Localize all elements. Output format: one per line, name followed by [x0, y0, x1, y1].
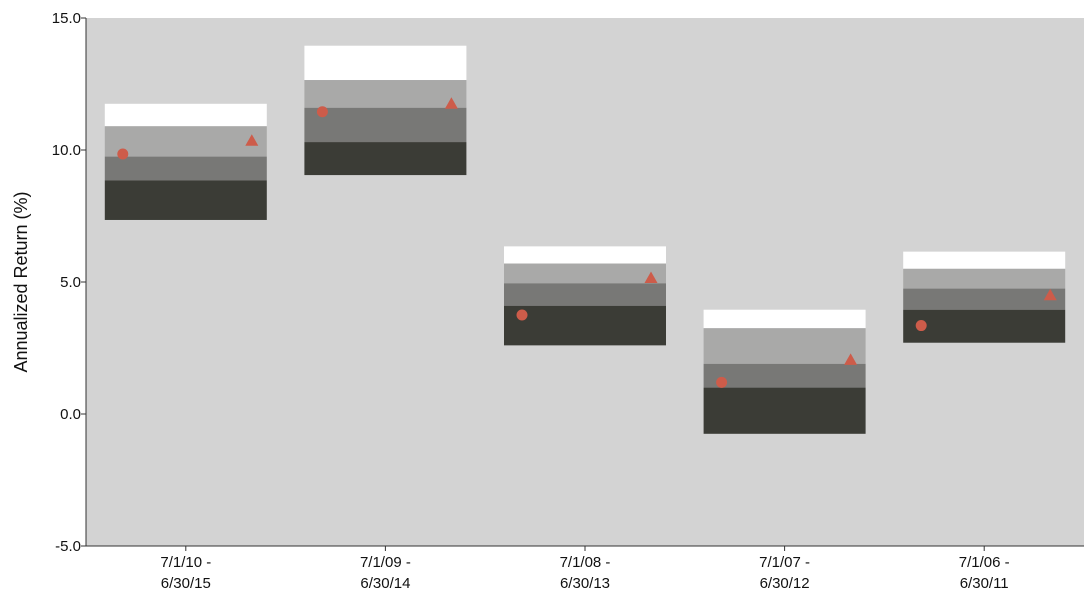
band-lower-mid-3 — [504, 283, 666, 306]
x-tick-label: 7/1/10 - 6/30/15 — [160, 554, 211, 592]
y-axis-title: Annualized Return (%) — [11, 191, 31, 372]
triangle-marker-4 — [844, 353, 858, 365]
x-tick-label-line: 6/30/14 — [360, 575, 410, 592]
bars-layer — [104, 45, 1066, 434]
x-tick-label: 7/1/07 - 6/30/12 — [759, 554, 810, 592]
triangle-marker-1 — [245, 134, 259, 146]
y-axis: 15.0 10.0 5.0 0.0 -5.0 — [52, 10, 1084, 555]
x-tick-label-line: 7/1/09 - — [360, 554, 411, 571]
band-bottom-3 — [504, 305, 666, 346]
band-top-1 — [104, 103, 267, 127]
band-top-5 — [903, 251, 1066, 269]
x-tick-label-line: 7/1/10 - — [160, 554, 211, 571]
x-tick-label-line: 6/30/12 — [760, 575, 810, 592]
x-tick-label-line: 6/30/15 — [161, 575, 211, 592]
circle-marker-2 — [316, 106, 328, 118]
band-upper-mid-3 — [504, 263, 666, 284]
band-lower-mid-2 — [304, 107, 467, 143]
band-upper-mid-2 — [304, 80, 467, 108]
band-bottom-1 — [104, 180, 267, 220]
circle-marker-3 — [516, 309, 528, 321]
y-tick-label: 0.0 — [60, 406, 81, 423]
band-top-4 — [703, 309, 866, 329]
band-upper-mid-5 — [903, 268, 1066, 289]
band-lower-mid-4 — [703, 363, 866, 388]
circle-marker-1 — [117, 148, 129, 160]
markers-layer — [117, 97, 1057, 388]
band-bottom-4 — [703, 387, 866, 434]
band-top-3 — [504, 246, 666, 264]
band-top-2 — [304, 45, 467, 81]
x-tick-label: 7/1/08 - 6/30/13 — [560, 554, 611, 592]
x-tick-label: 7/1/06 - 6/30/11 — [959, 554, 1010, 592]
x-tick-label: 7/1/09 - 6/30/14 — [360, 554, 411, 592]
x-tick-label-line: 7/1/08 - — [560, 554, 611, 571]
band-lower-mid-1 — [104, 156, 267, 181]
x-tick-label-line: 6/30/11 — [960, 575, 1009, 592]
band-bottom-5 — [903, 309, 1066, 343]
y-tick-label: 15.0 — [52, 10, 81, 27]
band-upper-mid-1 — [104, 126, 267, 157]
y-tick-label: 10.0 — [52, 142, 81, 159]
circle-marker-4 — [716, 376, 728, 388]
x-tick-label-line: 7/1/07 - — [759, 554, 810, 571]
circle-marker-5 — [915, 320, 927, 332]
x-tick-label-line: 7/1/06 - — [959, 554, 1010, 571]
x-tick-label-line: 6/30/13 — [560, 575, 610, 592]
band-lower-mid-5 — [903, 288, 1066, 310]
y-tick-label: -5.0 — [55, 538, 81, 555]
x-axis-labels: 7/1/10 - 6/30/15 7/1/09 - 6/30/14 7/1/08 - 6/… — [160, 554, 1009, 592]
band-bottom-2 — [304, 142, 467, 176]
y-tick-label: 5.0 — [60, 274, 81, 291]
triangle-marker-3 — [644, 271, 658, 284]
band-upper-mid-4 — [703, 328, 866, 364]
triangle-marker-5 — [1043, 288, 1057, 301]
triangle-marker-2 — [444, 97, 458, 109]
